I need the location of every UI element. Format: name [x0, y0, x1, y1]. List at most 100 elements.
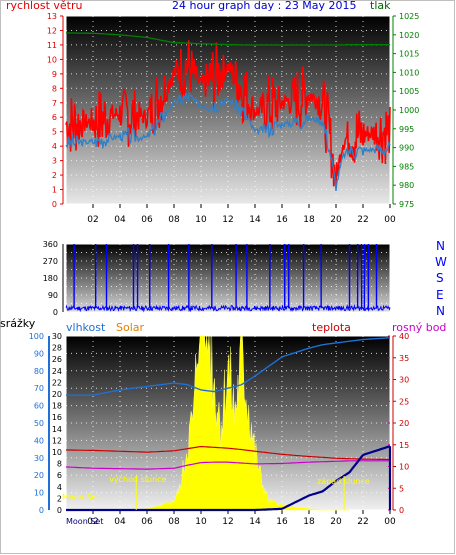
dir-label-s: S — [436, 271, 444, 285]
wind-axis-tick-label: 9 — [52, 70, 57, 79]
solar-axis-tick-label: 12 — [52, 436, 62, 445]
climate-x-axis-label: 22 — [357, 517, 368, 527]
solar-axis-tick-label: 10 — [52, 448, 62, 457]
humidity-axis-tick-label: 100 — [29, 332, 44, 341]
solar-axis-label: Solar — [116, 321, 145, 334]
wind-x-axis-label: 22 — [357, 215, 368, 225]
humidity-axis-tick-label: 40 — [34, 436, 44, 445]
solar-axis-tick-label: 30 — [52, 332, 62, 341]
pressure-axis-tick-label: 1010 — [399, 68, 419, 77]
wind-x-axis-label: 14 — [249, 215, 261, 225]
wind-axis-tick-label: 4 — [52, 142, 57, 151]
temperature-series — [66, 446, 390, 461]
wind-axis-tick-label: 12 — [47, 26, 57, 35]
wind-x-axis-label: 02 — [87, 215, 98, 225]
sunrise-annotation: východ slunce — [109, 475, 166, 484]
climate-x-axis-label: 08 — [168, 517, 180, 527]
dir-label-n-top: N — [436, 239, 445, 253]
dew-point-axis-label: rosný bod — [392, 321, 447, 334]
solar-axis-tick-label: 2 — [57, 494, 62, 503]
moon-rise-annotation: Moon Rise — [190, 493, 231, 502]
temperature-axis-tick-label: 25 — [399, 397, 409, 406]
wind-x-axis-label: 04 — [114, 215, 126, 225]
wind-axis-tick-label: 7 — [52, 99, 57, 108]
pressure-axis-tick-label: 990 — [399, 144, 414, 153]
climate-x-axis-label: 14 — [249, 517, 261, 527]
humidity-axis-label: vlhkost — [66, 321, 106, 334]
dew-point-series — [65, 460, 390, 470]
pressure-axis-tick-label: 980 — [399, 181, 414, 190]
direction-axis-tick-label: 360 — [43, 240, 58, 249]
moon-set-bottom-annotation: Moon Set — [66, 517, 103, 526]
rain-series — [66, 445, 391, 512]
temperature-axis-tick-label: 10 — [399, 463, 409, 472]
humidity-series — [66, 337, 391, 396]
humidity-axis-tick-label: 50 — [34, 419, 44, 428]
pressure-axis-tick-label: 1005 — [399, 87, 419, 96]
climate-x-axis-label: 00 — [384, 517, 396, 527]
wind-axis-tick-label: 10 — [47, 55, 57, 64]
climate-x-axis-label: 18 — [303, 517, 315, 527]
wind-axis-tick-label: 13 — [47, 12, 57, 21]
solar-axis-tick-label: 24 — [52, 367, 62, 376]
temperature-axis-tick-label: 5 — [399, 484, 404, 493]
pressure-axis-tick-label: 985 — [399, 162, 414, 171]
climate-x-axis-label: 06 — [141, 517, 153, 527]
humidity-axis-tick-label: 60 — [34, 402, 44, 411]
solar-axis-tick-label: 6 — [57, 471, 62, 480]
wind-x-axis-label: 16 — [276, 215, 288, 225]
wind-axis-tick-label: 6 — [52, 113, 57, 122]
pressure-axis-tick-label: 1020 — [399, 31, 419, 40]
temperature-axis-tick-label: 0 — [399, 506, 404, 515]
wind-x-axis-label: 06 — [141, 215, 153, 225]
pressure-axis-tick-label: 1000 — [399, 106, 419, 115]
pressure-series — [65, 32, 390, 46]
wind-speed-axis-label: rychlost větru — [6, 0, 83, 12]
climate-x-axis-label: 02 — [87, 517, 98, 527]
direction-series — [65, 304, 391, 313]
humidity-axis-tick-label: 90 — [34, 349, 44, 358]
direction-axis-tick-label: 0 — [53, 308, 58, 317]
temperature-axis-tick-label: 35 — [399, 354, 409, 363]
direction-axis-tick-label: 180 — [43, 274, 58, 283]
pressure-axis-tick-label: 975 — [399, 200, 414, 209]
wind-x-axis-label: 18 — [303, 215, 315, 225]
climate-x-axis-label: 10 — [195, 517, 207, 527]
direction-axis-tick-label: 90 — [48, 291, 58, 300]
wind-x-axis-label: 20 — [330, 215, 342, 225]
direction-axis-tick-label: 270 — [43, 257, 58, 266]
solar-axis-tick-label: 16 — [52, 413, 62, 422]
wind-axis-tick-label: 2 — [52, 171, 57, 180]
humidity-axis-tick-label: 30 — [34, 454, 44, 463]
climate-x-axis-label: 12 — [222, 517, 233, 527]
pressure-axis-label: tlak — [370, 0, 391, 12]
climate-x-axis-label: 20 — [330, 517, 342, 527]
solar-axis-tick-label: 28 — [52, 344, 62, 353]
temperature-axis-tick-label: 20 — [399, 419, 409, 428]
wind-axis-tick-label: 3 — [52, 157, 57, 166]
solar-axis-tick-label: 20 — [52, 390, 62, 399]
temperature-axis-tick-label: 15 — [399, 441, 409, 450]
pressure-axis-tick-label: 1015 — [399, 50, 419, 59]
solar-axis-tick-label: 0 — [57, 506, 62, 515]
wind-axis-tick-label: 5 — [52, 128, 57, 137]
climate-x-axis-label: 04 — [114, 517, 126, 527]
humidity-axis-tick-label: 20 — [34, 471, 44, 480]
humidity-axis-tick-label: 10 — [34, 489, 44, 498]
solar-axis-tick-label: 14 — [52, 425, 62, 434]
wind-x-axis-label: 00 — [384, 215, 396, 225]
solar-axis-tick-label: 4 — [57, 483, 62, 492]
temperature-axis-tick-label: 40 — [399, 332, 409, 341]
solar-axis-tick-label: 8 — [57, 460, 62, 469]
sunset-annotation: západ slunce — [317, 477, 370, 486]
solar-area-series — [133, 335, 350, 511]
humidity-axis-tick-label: 0 — [39, 506, 44, 515]
solar-axis-tick-label: 18 — [52, 402, 62, 411]
wind-axis-tick-label: 1 — [52, 186, 57, 195]
pressure-axis-tick-label: 1025 — [399, 12, 419, 21]
climate-x-axis-label: 16 — [276, 517, 288, 527]
pressure-axis-tick-label: 995 — [399, 125, 414, 134]
humidity-axis-tick-label: 80 — [34, 367, 44, 376]
